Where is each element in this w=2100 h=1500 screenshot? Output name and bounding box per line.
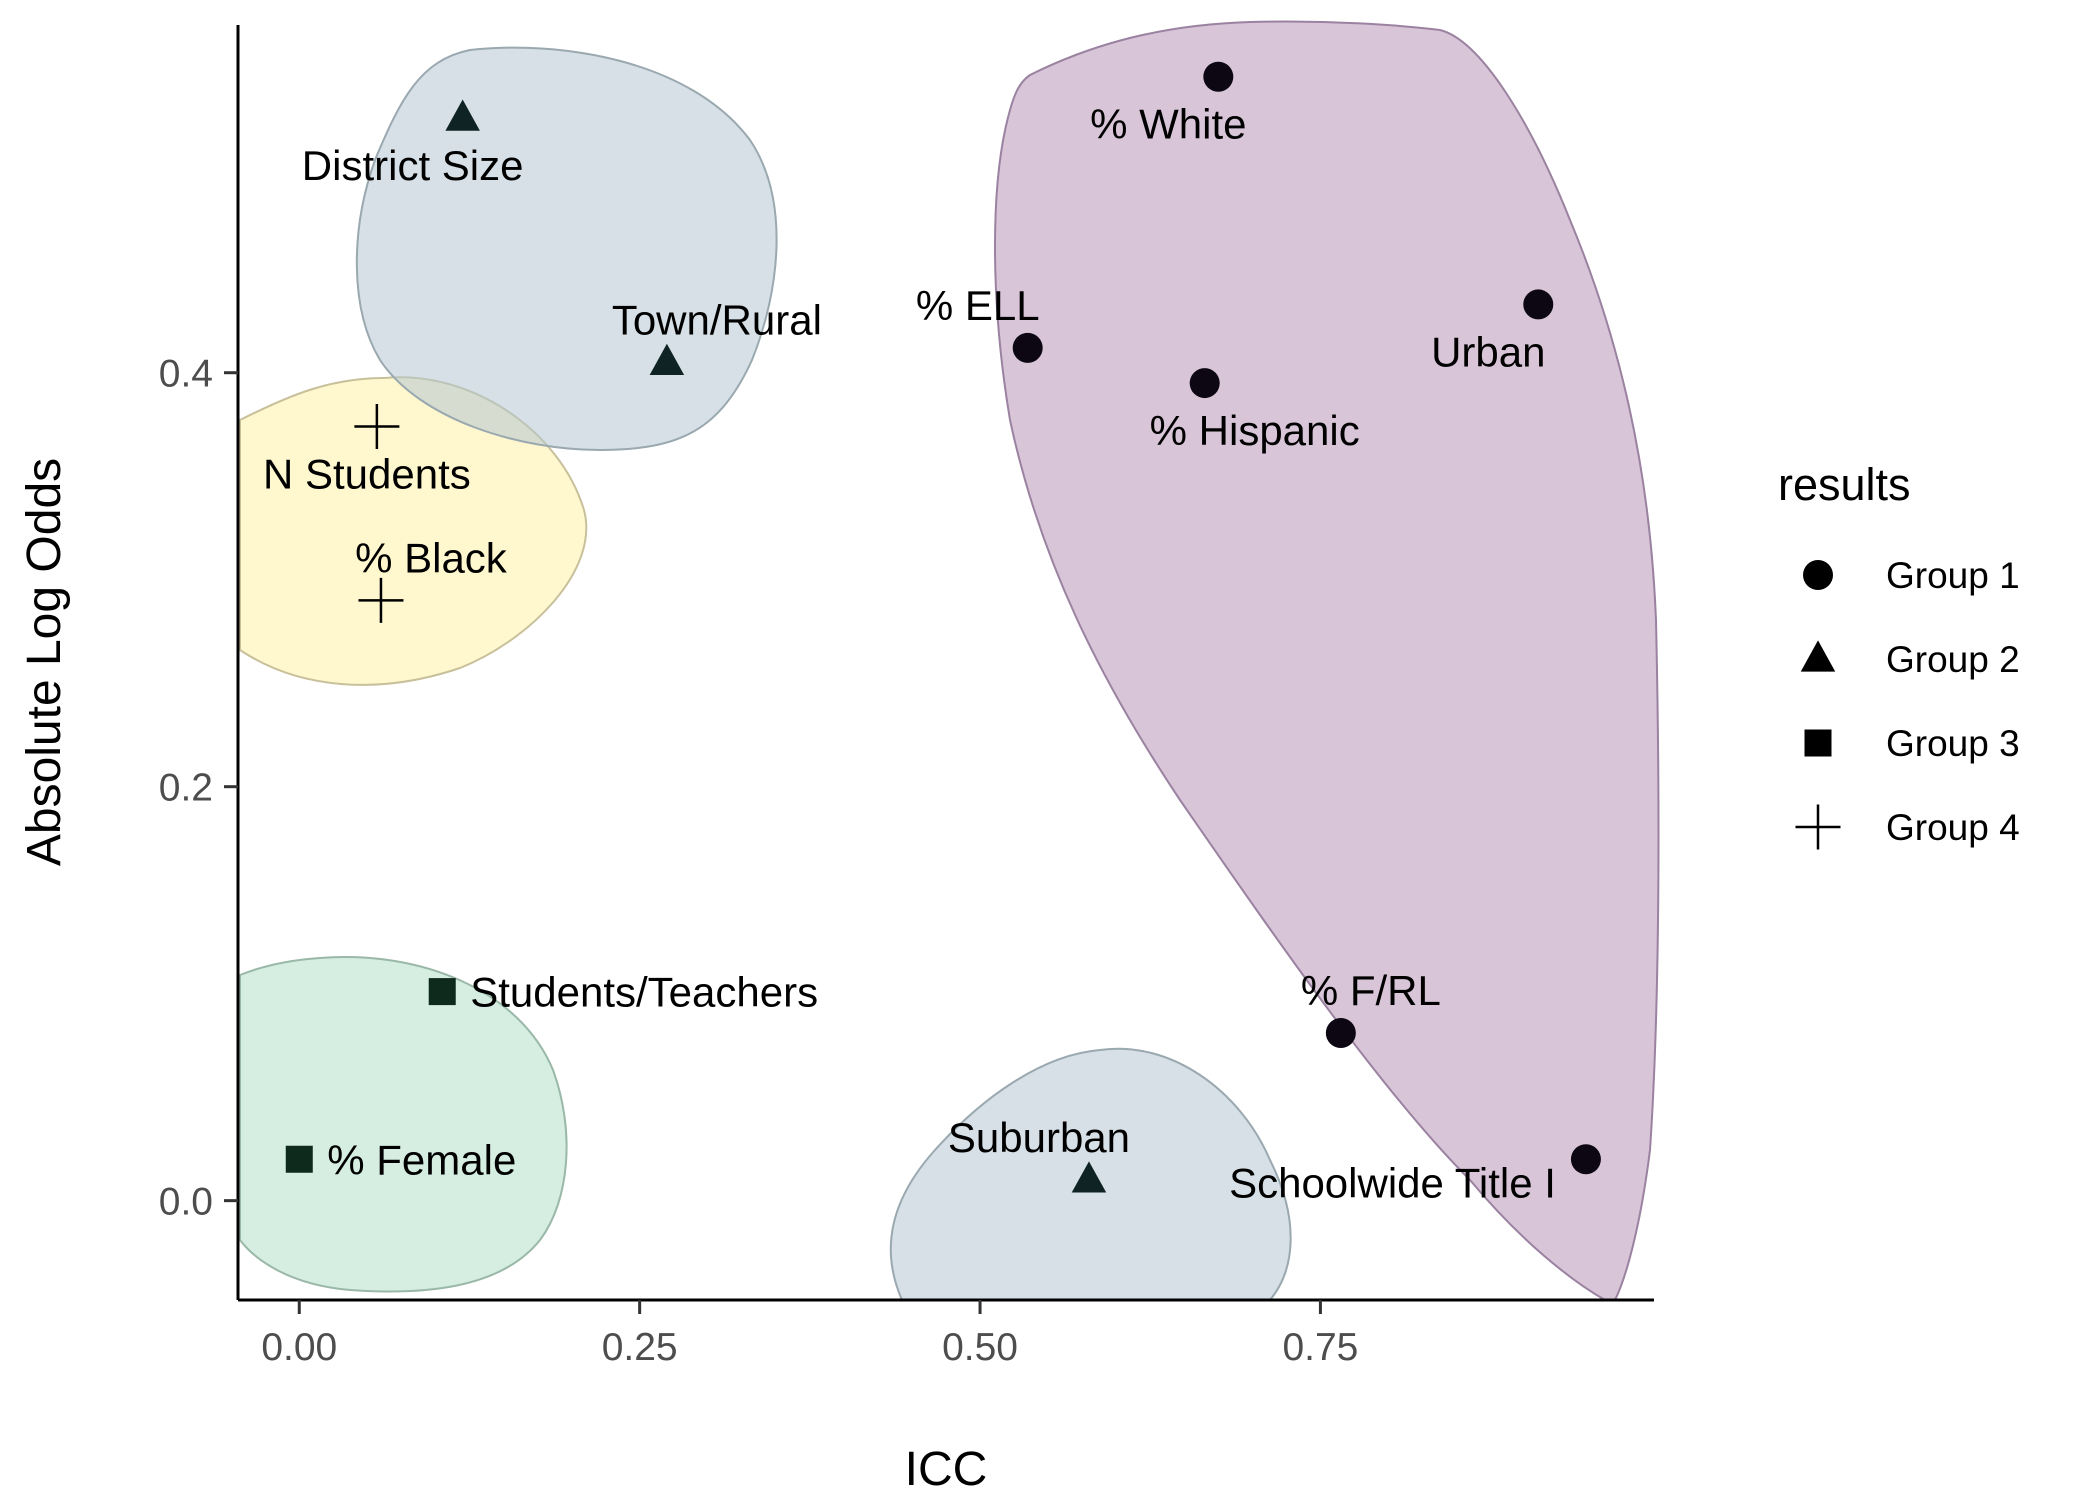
y-tick-label: 0.4 (159, 353, 213, 396)
point-label: Students/Teachers (470, 969, 818, 1016)
data-point (1325, 1017, 1356, 1048)
data-point (428, 978, 456, 1006)
tick-layer: 0.00 0.25 0.50 0.75 0.0 0.2 0.4 (159, 353, 1359, 1369)
point-label: District Size (302, 142, 524, 189)
x-tick-label: 0.75 (1282, 1326, 1358, 1369)
legend: results Group 1 Group 2 Group 3 Group 4 (1778, 459, 2020, 850)
data-point (445, 99, 480, 131)
data-point (1189, 368, 1220, 399)
data-point (285, 1145, 313, 1173)
legend-key-plus-icon (1795, 804, 1841, 850)
point-label: Suburban (948, 1114, 1130, 1161)
point-label: Urban (1431, 328, 1545, 375)
data-point (358, 577, 404, 623)
legend-label: Group 3 (1886, 723, 2020, 764)
data-point (1203, 61, 1234, 92)
point-label: Town/Rural (612, 296, 822, 343)
point-layer (285, 61, 1601, 1193)
data-point (1523, 289, 1554, 320)
point-label: % Black (355, 534, 508, 581)
data-point (354, 404, 400, 450)
legend-label: Group 1 (1886, 555, 2020, 596)
point-label: Schoolwide Title I (1229, 1159, 1556, 1206)
point-label: N Students (263, 451, 471, 498)
data-point (1071, 1161, 1107, 1193)
hull-group-1 (994, 20, 1660, 1301)
point-label: % ELL (916, 282, 1040, 329)
x-tick-label: 0.25 (602, 1326, 678, 1369)
legend-key-triangle-icon (1800, 640, 1836, 672)
y-tick-label: 0.2 (159, 767, 213, 810)
legend-label: Group 2 (1886, 639, 2020, 680)
x-tick-label: 0.50 (942, 1326, 1018, 1369)
point-label: % Hispanic (1150, 407, 1360, 454)
axes (236, 25, 1654, 1302)
hull-group-2-top (355, 46, 778, 452)
hull-layer (239, 20, 1660, 1301)
x-axis-title: ICC (905, 1443, 988, 1496)
data-point (1012, 332, 1043, 363)
data-point (1570, 1144, 1601, 1175)
point-label-layer: % White Urban % ELL % Hispanic % F/RL Schoolw… (263, 101, 1556, 1207)
hull-group-3 (239, 956, 568, 1293)
legend-title: results (1778, 459, 1911, 510)
legend-key-square-icon (1804, 729, 1832, 757)
data-point (649, 343, 685, 375)
y-tick-label: 0.0 (159, 1181, 213, 1224)
x-tick-label: 0.00 (261, 1326, 337, 1369)
legend-label: Group 4 (1886, 807, 2020, 848)
legend-key-circle-icon (1803, 560, 1833, 590)
y-axis-title: Absolute Log Odds (18, 458, 71, 866)
point-label: % White (1090, 101, 1246, 148)
point-label: % Female (327, 1136, 516, 1183)
point-label: % F/RL (1301, 967, 1441, 1014)
